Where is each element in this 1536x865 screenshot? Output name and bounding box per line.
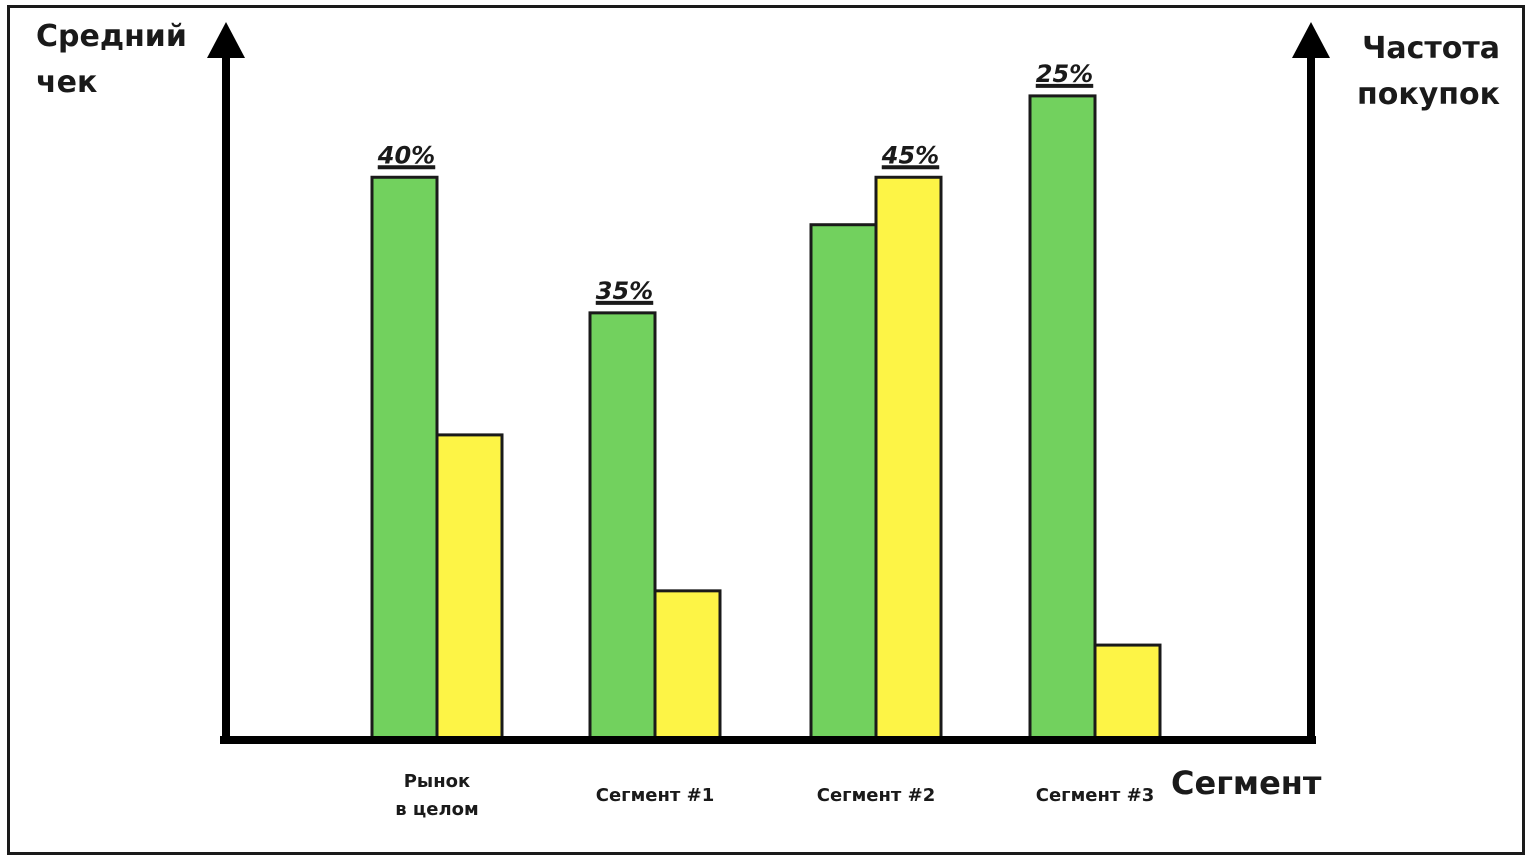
bar-1-series-1 xyxy=(370,175,439,742)
y-axis-label-left-line2: чек xyxy=(36,65,98,100)
bar-2-series-2 xyxy=(653,589,722,742)
y-axis-label-right-line2: покупок xyxy=(1357,77,1500,112)
bar-3-series-1 xyxy=(809,223,878,742)
y-axis-label-right-line1: Частота xyxy=(1362,31,1500,66)
category-label-4: Сегмент #3 xyxy=(1036,782,1155,810)
bar-3-series-2 xyxy=(874,175,943,742)
bar-2-series-1 xyxy=(588,311,657,742)
y-axis-label-right: Частота покупок xyxy=(1357,26,1500,118)
x-axis-label: Сегмент xyxy=(1171,764,1322,802)
category-label-1-line-2: в целом xyxy=(395,799,479,820)
bar-4-series-1 xyxy=(1028,94,1097,742)
y-axis-label-left: Средний чек xyxy=(36,14,187,106)
bar-1-series-2 xyxy=(435,433,504,742)
category-label-2: Сегмент #1 xyxy=(596,782,715,810)
category-label-3-line-1: Сегмент #2 xyxy=(816,785,936,806)
y-axis-left-arrow xyxy=(207,22,245,58)
y-axis-label-left-line1: Средний xyxy=(36,19,187,54)
category-label-3: Сегмент #2 xyxy=(817,782,936,810)
category-label-4-line-1: Сегмент #3 xyxy=(1035,785,1155,806)
chart-frame xyxy=(7,5,1525,855)
y-axis-right-arrow xyxy=(1292,22,1330,58)
category-label-2-line-1: Сегмент #1 xyxy=(595,785,715,806)
category-label-1-line-1: Рынок xyxy=(403,771,471,792)
category-label-1: Рынок в целом xyxy=(395,768,478,824)
bar-4-series-2 xyxy=(1093,643,1162,742)
data-label-2: 35% xyxy=(596,277,653,305)
data-label-1: 40% xyxy=(377,141,435,169)
data-label-4: 25% xyxy=(1036,60,1093,88)
data-label-3: 45% xyxy=(881,141,939,169)
